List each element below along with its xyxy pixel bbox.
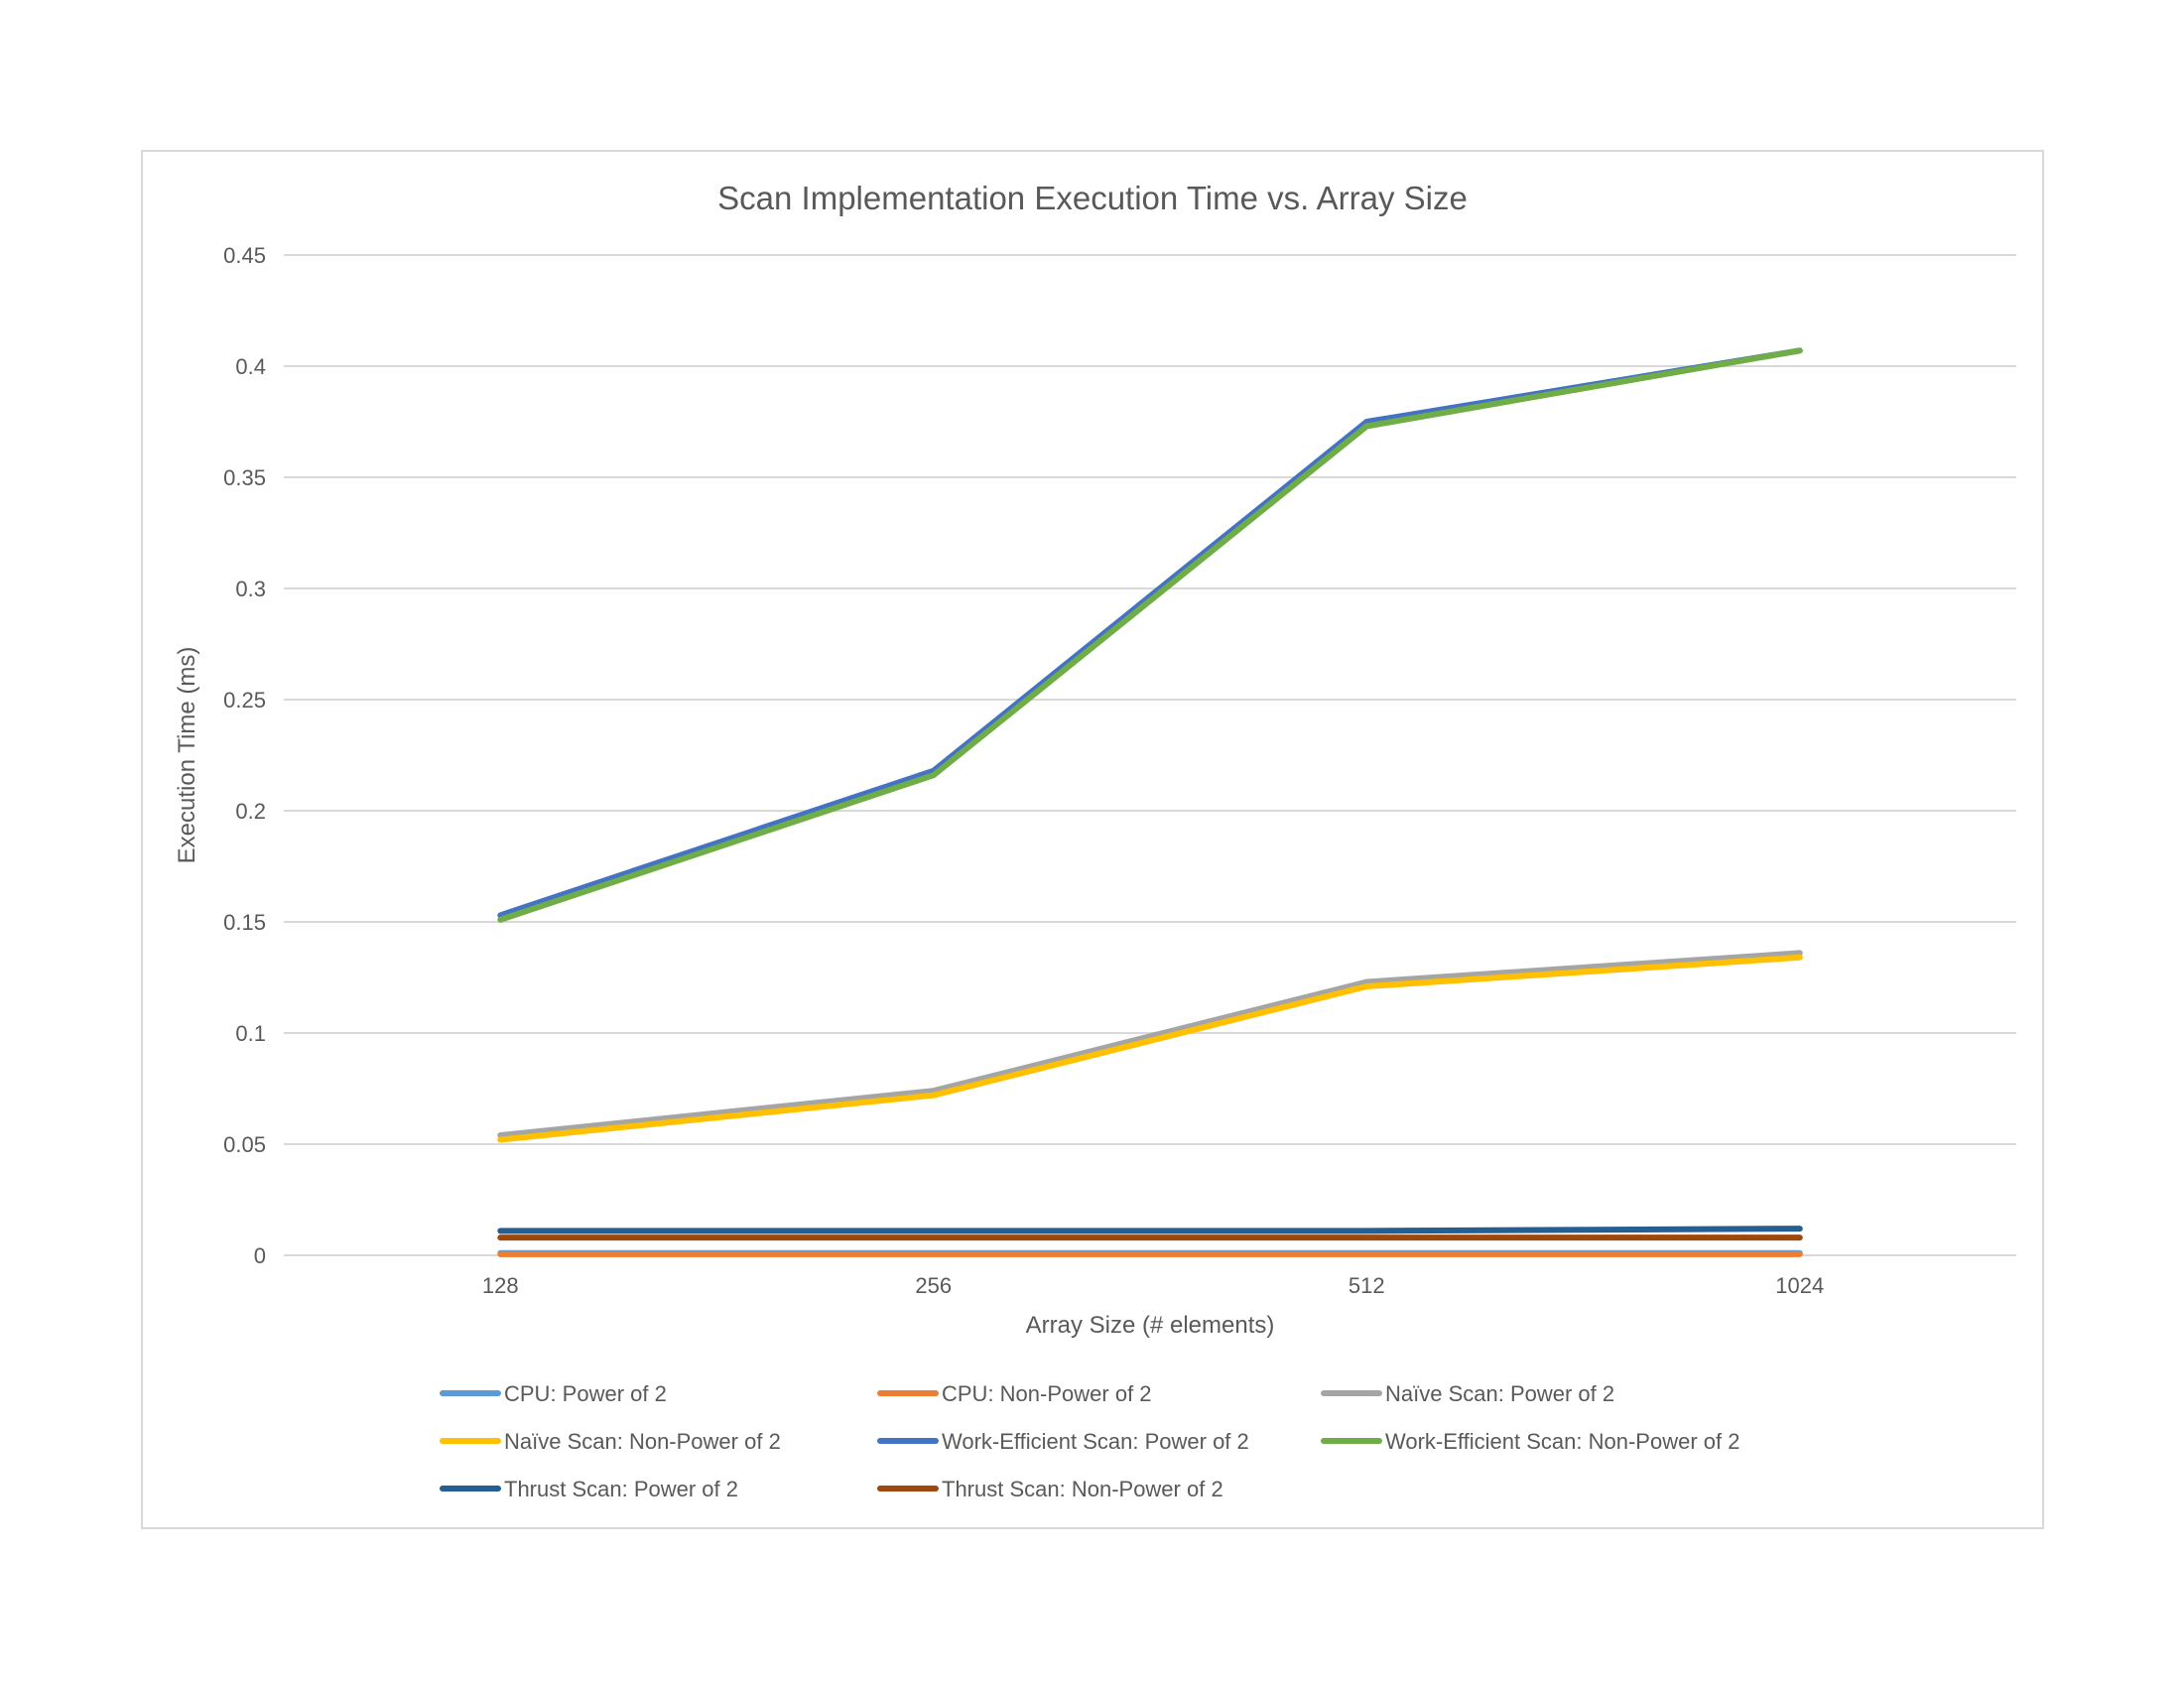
x-tick-label: 128: [482, 1273, 519, 1298]
y-tick-label: 0.15: [223, 910, 266, 935]
legend-label: CPU: Power of 2: [504, 1381, 667, 1406]
line-chart: Scan Implementation Execution Time vs. A…: [174, 180, 2016, 1501]
series-line-5: [497, 347, 1803, 919]
x-axis-title: Array Size (# elements): [1026, 1312, 1275, 1339]
legend-label: Naïve Scan: Non-Power of 2: [504, 1429, 781, 1454]
y-tick-label: 0.2: [235, 799, 266, 824]
series-line-6: [497, 347, 1803, 923]
y-tick-label: 0.35: [223, 465, 266, 490]
y-tick-label: 0.3: [235, 577, 266, 601]
x-axis-ticks: 128 256 512 1024: [482, 1273, 1824, 1298]
legend-label: Thrust Scan: Non-Power of 2: [942, 1477, 1223, 1501]
y-tick-label: 0.1: [235, 1021, 266, 1046]
y-tick-label: 0: [254, 1243, 266, 1268]
x-tick-label: 1024: [1775, 1273, 1824, 1298]
x-tick-label: 512: [1349, 1273, 1385, 1298]
legend-label: Naïve Scan: Power of 2: [1385, 1381, 1614, 1406]
legend-label: Work-Efficient Scan: Non-Power of 2: [1385, 1429, 1739, 1454]
y-axis-ticks: 0 0.05 0.1 0.15 0.2 0.25 0.3 0.35 0.4 0.45: [223, 243, 266, 1268]
legend-label: Thrust Scan: Power of 2: [504, 1477, 738, 1501]
x-tick-label: 256: [915, 1273, 952, 1298]
gridlines: [284, 254, 2016, 1256]
legend-label: Work-Efficient Scan: Power of 2: [942, 1429, 1249, 1454]
y-tick-label: 0.45: [223, 243, 266, 268]
legend-label: CPU: Non-Power of 2: [942, 1381, 1152, 1406]
y-tick-label: 0.05: [223, 1132, 266, 1157]
y-axis-title: Execution Time (ms): [174, 647, 200, 864]
series-lines: [497, 347, 1803, 1257]
series-line-4: [497, 954, 1803, 1143]
chart-title: Scan Implementation Execution Time vs. A…: [717, 180, 1468, 216]
series-line-3: [497, 950, 1803, 1138]
series-line-7: [497, 1226, 1803, 1234]
y-tick-label: 0.4: [235, 354, 266, 379]
chart-area: Scan Implementation Execution Time vs. A…: [141, 150, 2044, 1529]
y-tick-label: 0.25: [223, 688, 266, 713]
legend: CPU: Power of 2 CPU: Non-Power of 2 Naïve …: [440, 1381, 1739, 1501]
